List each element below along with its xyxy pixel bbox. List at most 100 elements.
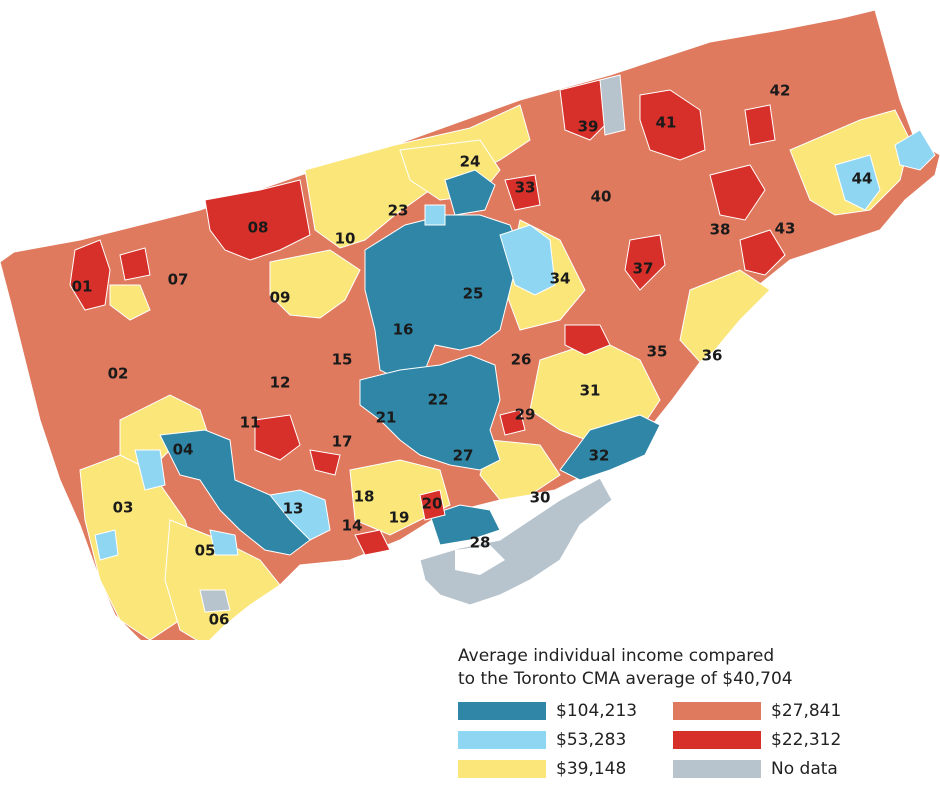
ward-label-30: 30 <box>530 489 551 507</box>
legend-value: No data <box>771 759 838 779</box>
ward-label-17: 17 <box>332 433 353 451</box>
ward-label-29: 29 <box>515 406 536 424</box>
neighbourhood-region <box>254 414 301 461</box>
ward-label-25: 25 <box>463 285 484 303</box>
ward-labels: 01 02 03 04 05 06 07 08 09 10 11 12 13 14 15 16 17 18 19 20… <box>72 82 873 629</box>
ward-label-03: 03 <box>113 499 134 517</box>
legend-value: $27,841 <box>771 701 842 721</box>
legend-item: $22,312 <box>673 730 888 750</box>
ward-label-35: 35 <box>647 343 668 361</box>
neighbourhood-region <box>119 247 151 281</box>
neighbourhood-region <box>739 229 786 276</box>
legend-item: $27,841 <box>673 701 888 721</box>
ward-label-40: 40 <box>591 188 612 206</box>
neighbourhood-region <box>94 529 119 561</box>
ward-label-31: 31 <box>580 382 601 400</box>
ward-label-39: 39 <box>578 118 599 136</box>
ward-label-33: 33 <box>515 179 536 197</box>
neighbourhood-region <box>564 324 611 356</box>
legend-swatch <box>458 760 546 778</box>
ward-label-43: 43 <box>775 220 796 238</box>
neighbourhood-region <box>269 489 331 541</box>
ward-label-07: 07 <box>168 271 189 289</box>
neighbourhood-region <box>419 489 446 521</box>
ward-label-32: 32 <box>589 447 610 465</box>
legend-item: No data <box>673 759 888 779</box>
neighbourhood-region <box>309 449 341 476</box>
neighbourhood-region <box>504 174 541 211</box>
ward-label-19: 19 <box>389 509 410 527</box>
harbour-water <box>455 545 505 575</box>
ward-label-27: 27 <box>453 447 474 465</box>
neighbourhood-region <box>559 79 611 141</box>
legend-title-line-2: to the Toronto CMA average of $40,704 <box>458 669 793 689</box>
ward-label-41: 41 <box>656 114 677 132</box>
legend-swatch <box>458 731 546 749</box>
neighbourhood-region <box>499 224 556 296</box>
ward-label-15: 15 <box>332 351 353 369</box>
neighbourhood-region <box>834 154 881 211</box>
ward-label-18: 18 <box>354 488 375 506</box>
neighbourhood-region <box>894 129 936 171</box>
ward-label-11: 11 <box>240 414 261 432</box>
legend-item: $39,148 <box>458 759 673 779</box>
neighbourhood-region <box>499 409 526 436</box>
ward-regions <box>69 74 936 640</box>
legend-item: $53,283 <box>458 730 673 750</box>
neighbourhood-region <box>364 214 521 381</box>
legend-value: $104,213 <box>556 701 638 721</box>
neighbourhood-region <box>679 269 771 363</box>
harbour-area <box>419 477 613 606</box>
ward-label-38: 38 <box>710 221 731 239</box>
ward-label-21: 21 <box>376 409 397 427</box>
neighbourhood-region <box>744 104 776 146</box>
legend-value: $53,283 <box>556 730 627 750</box>
neighbourhood-region <box>109 284 151 321</box>
neighbourhood-region <box>164 519 281 640</box>
neighbourhood-region <box>134 449 166 491</box>
legend-value: $39,148 <box>556 759 627 779</box>
neighbourhood-region <box>199 589 231 613</box>
neighbourhood-region <box>599 74 626 136</box>
neighbourhood-region <box>159 429 311 556</box>
neighbourhood-region <box>424 204 446 226</box>
ward-label-34: 34 <box>550 270 571 288</box>
neighbourhood-region <box>354 529 391 556</box>
ward-label-04: 04 <box>173 441 194 459</box>
ward-label-22: 22 <box>428 391 449 409</box>
neighbourhood-region <box>209 529 239 556</box>
ward-label-12: 12 <box>270 374 291 392</box>
legend-title-line-1: Average individual income compared <box>458 646 775 666</box>
legend-swatch <box>673 731 761 749</box>
ward-label-08: 08 <box>248 219 269 237</box>
ward-label-13: 13 <box>283 500 304 518</box>
neighbourhood-region <box>639 89 706 161</box>
neighbourhood-region <box>69 239 111 311</box>
ward-label-23: 23 <box>388 202 409 220</box>
legend-swatch <box>458 702 546 720</box>
neighbourhood-region <box>479 439 561 501</box>
legend: Average individual income compared to th… <box>458 645 898 779</box>
ward-label-20: 20 <box>422 495 443 513</box>
ward-label-05: 05 <box>195 542 216 560</box>
legend-value: $22,312 <box>771 730 842 750</box>
ward-label-37: 37 <box>633 260 654 278</box>
ward-label-44: 44 <box>852 170 873 188</box>
neighbourhood-region <box>444 169 496 216</box>
ward-label-14: 14 <box>342 517 363 535</box>
legend-item: $104,213 <box>458 701 673 721</box>
legend-swatch <box>673 760 761 778</box>
ward-label-16: 16 <box>393 321 414 339</box>
neighbourhood-region <box>269 249 361 319</box>
ward-label-24: 24 <box>460 153 481 171</box>
neighbourhood-region <box>429 504 501 546</box>
ward-label-02: 02 <box>108 365 129 383</box>
ward-label-42: 42 <box>770 82 791 100</box>
ward-label-09: 09 <box>270 289 291 307</box>
income-map: 01 02 03 04 05 06 07 08 09 10 11 12 13 14 15 16 17 18 19 20… <box>0 9 940 640</box>
ward-label-36: 36 <box>702 347 723 365</box>
legend-entries: $104,213 $27,841 $53,283 $22,312 $39,148 No d… <box>458 701 898 779</box>
neighbourhood-region <box>709 164 766 221</box>
neighbourhood-region <box>624 234 666 291</box>
neighbourhood-region <box>204 179 311 261</box>
